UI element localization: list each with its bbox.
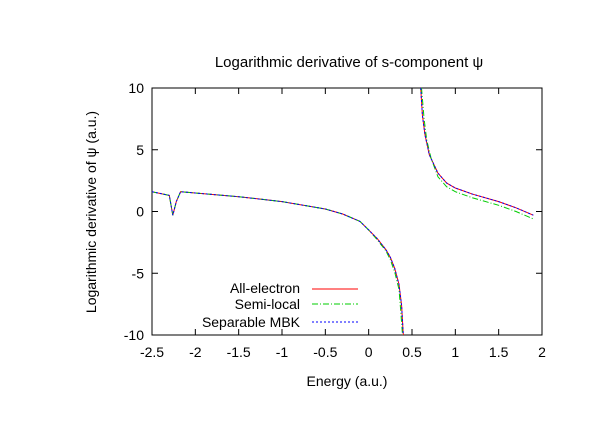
x-tick-label: 1 xyxy=(451,344,459,360)
legend: All-electron Semi-local Separable MBK xyxy=(202,280,358,330)
x-tick-label: 0.5 xyxy=(402,344,422,360)
y-axis-label: Logarithmic derivative of ψ (a.u.) xyxy=(83,111,99,313)
x-tick-label: 1.5 xyxy=(489,344,509,360)
x-axis-label: Energy (a.u.) xyxy=(307,373,388,389)
plot-area xyxy=(151,87,543,336)
x-tick-label: -1.5 xyxy=(227,344,251,360)
x-tick-label: -2 xyxy=(189,344,202,360)
legend-label-semi-local: Semi-local xyxy=(235,296,300,312)
x-tick-label: -1 xyxy=(276,344,289,360)
y-tick-label: 0 xyxy=(136,204,144,220)
x-tick-label: -2.5 xyxy=(140,344,164,360)
x-tick-label: -0.5 xyxy=(313,344,337,360)
y-tick-label: -10 xyxy=(124,327,144,343)
ticks-layer: -2.5 -2 -1.5 -1 -0.5 0 0.5 1 1.5 2 10 5 0 -5 -10 xyxy=(124,80,546,360)
series-line-semi-local xyxy=(151,87,534,336)
y-tick-label: 10 xyxy=(128,80,144,96)
x-tick-label: 0 xyxy=(365,344,373,360)
legend-label-all-electron: All-electron xyxy=(230,280,300,296)
y-tick-label: 5 xyxy=(136,142,144,158)
series-layer xyxy=(151,87,534,336)
legend-label-separable-mbk: Separable MBK xyxy=(202,314,301,330)
y-tick-label: -5 xyxy=(132,265,145,281)
x-tick-label: 2 xyxy=(538,344,546,360)
plot-frame xyxy=(151,87,543,336)
series-line-separable-mbk xyxy=(151,87,534,336)
chart-title: Logarithmic derivative of s-component ψ xyxy=(215,54,483,71)
series-line-all-electron xyxy=(151,87,534,336)
